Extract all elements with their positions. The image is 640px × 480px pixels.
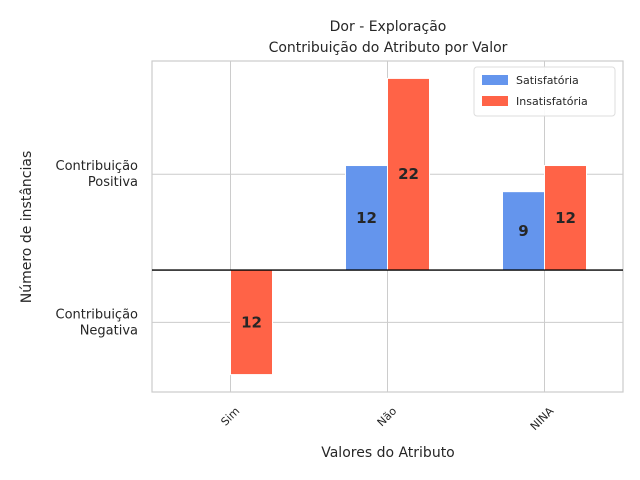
y-axis-label: Número de instâncias [19,151,35,303]
y-tick-label: Contribuição Negativa [56,307,139,338]
data-labels: 12 9 12 22 12 [241,165,576,331]
bar-insatisfatória-sim [230,269,273,376]
bar-insatisfatória-não [387,77,430,271]
x-tick-label-nina: NINA [528,404,557,433]
x-tick-label-sim: Sim [218,405,242,429]
legend: Satisfatória Insatisfatória [473,66,616,117]
legend-swatch-satisfatória [482,75,508,85]
plot-frame [151,60,624,393]
y-tick-label: Contribuição Positiva [56,159,139,190]
y-tick-labels: Contribuição Positiva Contribuição Negativa [56,159,139,338]
bar-satisfatória-nina [502,191,545,271]
data-label: 22 [398,165,419,183]
chart-subtitle: Contribuição do Atributo por Valor [269,40,508,56]
data-label: 12 [241,313,262,331]
legend-entry-satisfatória: Satisfatória [516,74,579,87]
legend-frame [473,66,616,117]
data-label: 12 [555,209,576,227]
legend-swatch-insatisfatória [482,96,508,106]
bars [230,77,587,376]
legend-entry-insatisfatória: Insatisfatória [516,95,588,108]
x-axis-label: Valores do Atributo [321,445,455,461]
bar-satisfatória-não [345,165,388,271]
data-label: 12 [356,209,377,227]
data-label: 9 [518,222,528,240]
x-tick-label-não: Não [375,404,400,429]
chart-title: Dor - Exploração [330,19,447,35]
bar-insatisfatória-nina [544,165,587,271]
x-tick-labels: Sim Não NINA [218,404,556,433]
